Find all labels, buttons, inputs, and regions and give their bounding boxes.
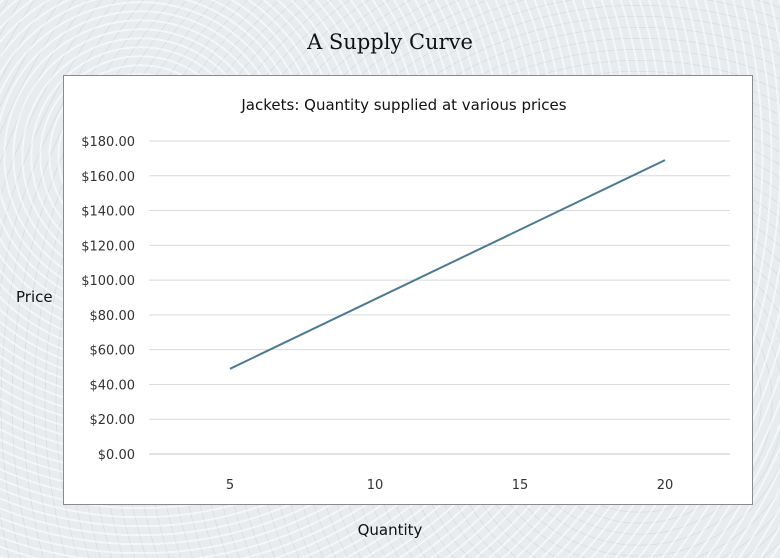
- y-tick-label: $20.00: [90, 413, 136, 428]
- page-title: A Supply Curve: [307, 30, 473, 54]
- y-tick-label: $180.00: [81, 135, 135, 150]
- chart-title: Jackets: Quantity supplied at various pr…: [240, 96, 566, 114]
- y-tick-label: $160.00: [81, 170, 135, 185]
- y-axis-title: Price: [16, 288, 53, 306]
- x-tick-label: 15: [512, 478, 529, 493]
- y-tick-label: $80.00: [90, 309, 136, 324]
- x-tick-label: 20: [657, 478, 674, 493]
- x-tick-label: 5: [226, 478, 234, 493]
- y-tick-label: $40.00: [90, 378, 136, 393]
- y-tick-label: $120.00: [81, 239, 135, 254]
- y-tick-label: $60.00: [90, 344, 136, 359]
- y-tick-label: $0.00: [98, 448, 135, 463]
- chart-panel: Jackets: Quantity supplied at various pr…: [63, 75, 753, 505]
- chart-plot: Jackets: Quantity supplied at various pr…: [81, 96, 730, 493]
- x-tick-label: 10: [367, 478, 384, 493]
- y-tick-label: $140.00: [81, 205, 135, 220]
- y-tick-label: $100.00: [81, 274, 135, 289]
- x-axis-title: Quantity: [357, 521, 423, 539]
- supply-curve-line: [229, 159, 666, 370]
